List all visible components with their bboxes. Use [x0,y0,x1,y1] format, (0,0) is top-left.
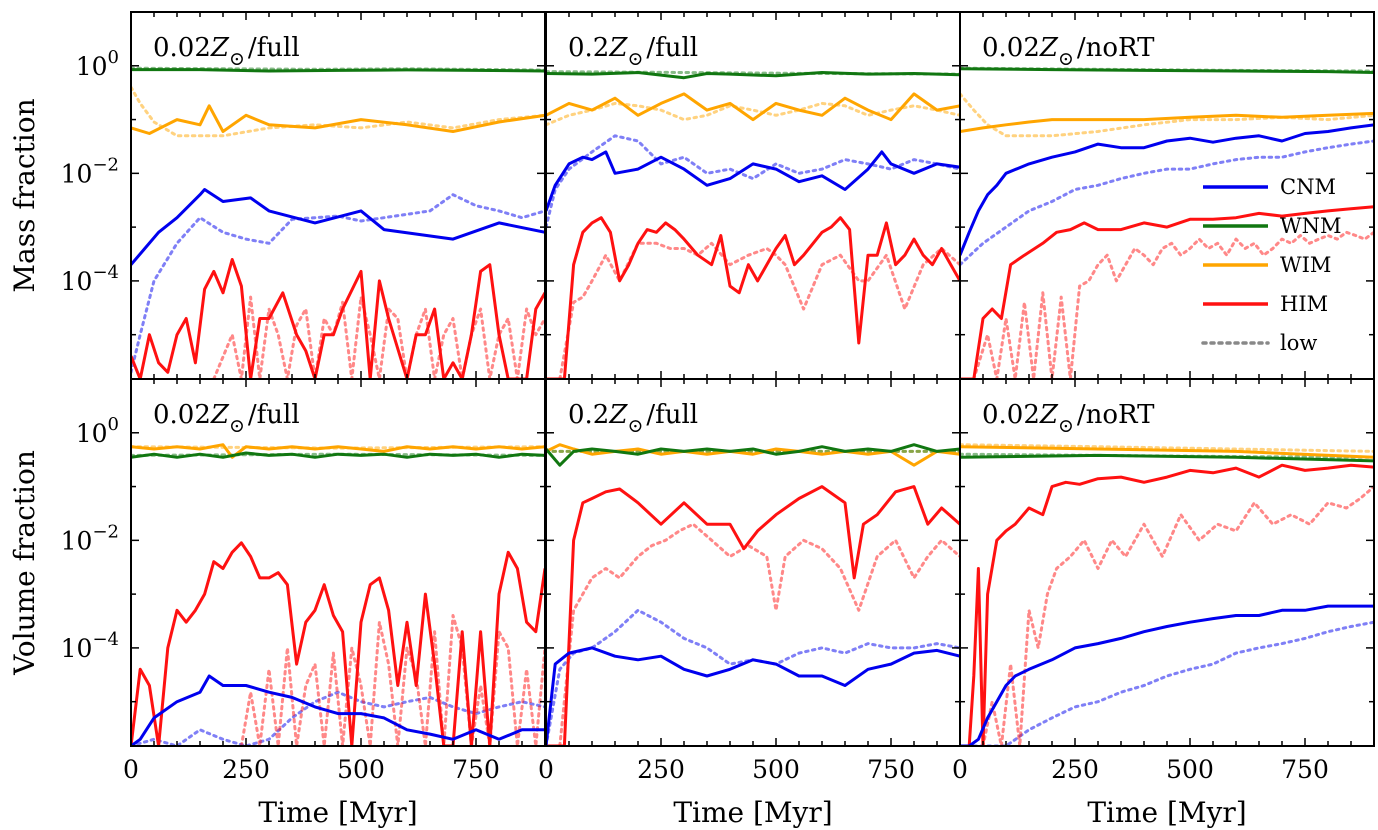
panel-ticks [545,378,961,746]
panel-lines [131,66,545,379]
x-tick-label: 0 [952,755,968,784]
panel-lines [960,66,1374,379]
legend-item-wim: WIM [1203,253,1331,277]
panel-frame [545,378,961,747]
series-cnm-dotted [960,139,1374,267]
y-tick-label: 10−4 [61,262,119,296]
y-tick-label: 100 [76,47,119,81]
y-tick-label: 10−2 [61,154,119,188]
series-him-dotted [546,241,960,379]
series-wim-solid [960,111,1374,133]
x-tick-label: 500 [337,755,385,784]
series-him-solid [131,258,545,379]
x-tick-label: 0 [123,755,139,784]
x-tick-label: 500 [1166,755,1214,784]
panel-ticks [545,11,961,379]
panel-lines [960,443,1374,746]
series-him-solid [960,205,1374,379]
legend-label: low [1280,331,1317,355]
series-cnm-dotted [960,620,1374,746]
panel-lines [546,70,960,379]
series-wim-dotted [131,85,545,138]
series-him-solid [546,485,960,746]
x-axis-title: Time [Myr] [673,796,832,829]
legend-item-cnm: CNM [1203,175,1336,199]
series-wnm-solid [960,453,1374,463]
series-cnm-dotted [131,690,545,746]
legend-label: HIM [1280,292,1328,316]
panel-frame [545,11,961,380]
panel-frame [959,378,1375,747]
panel-label: 0.02Z⊙/full [153,33,300,70]
series-wim-solid [131,104,545,135]
series-cnm-solid [960,604,1374,746]
series-cnm-solid [131,674,545,746]
x-tick-label: 250 [637,755,685,784]
series-cnm-dotted [131,193,545,374]
y-tick-label: 100 [76,414,119,448]
legend-item-low: low [1201,331,1317,355]
panel-1-0: 0.02Z⊙/full 100 10−2 10−4 Volume fraction 0 25… [8,378,546,829]
y-tick-label: 10−2 [61,521,119,555]
x-tick-label: 750 [1281,755,1329,784]
x-tick-label: 250 [1051,755,1099,784]
series-cnm-dotted [546,608,960,746]
plot-area: 0.02Z⊙/full 100 10−2 10−4 Mass fraction 0.2Z⊙… [8,11,1375,829]
panel-1-1: 0.2Z⊙/full 0 250 500 750 Time [Myr] [538,378,961,829]
panel-label: 0.02Z⊙/noRT [982,33,1155,70]
x-tick-label: 0 [538,755,554,784]
series-wim-solid [960,445,1374,459]
series-wim-dotted [546,101,960,127]
panel-lines [131,443,545,746]
series-him-dotted [981,485,1374,746]
series-cnm-dotted [546,134,960,229]
legend: CNM WNM WIM HIM low [1201,175,1341,355]
series-wnm-solid [546,443,960,467]
series-him-dotted [239,614,545,746]
series-him-dotted [546,522,960,746]
series-wnm-dotted [960,452,1374,459]
panel-label: 0.02Z⊙/noRT [982,400,1155,437]
legend-label: WIM [1280,253,1331,277]
panel-label: 0.2Z⊙/full [568,400,698,437]
panel-lines [546,443,960,746]
series-wim-solid [546,92,960,122]
panel-label: 0.2Z⊙/full [568,33,698,70]
series-him-solid [546,216,960,379]
series-cnm-solid [546,150,960,212]
x-axis-title: Time [Myr] [258,796,417,829]
panel-0-1: 0.2Z⊙/full [545,11,961,380]
series-wnm-solid [960,67,1374,74]
series-wnm-solid [131,68,545,73]
series-wnm-solid [131,451,545,459]
series-cnm-solid [131,188,545,266]
y-axis-title: Volume fraction [8,450,41,676]
legend-label: CNM [1280,175,1336,199]
series-wim-solid [131,443,545,459]
legend-label: WNM [1280,214,1341,238]
panel-label: 0.02Z⊙/full [153,400,300,437]
series-wim-dotted [131,445,545,450]
legend-item-wnm: WNM [1203,214,1341,238]
series-cnm-solid [960,123,1374,256]
series-him-dotted [212,295,545,379]
y-tick-label: 10−4 [61,629,119,663]
x-tick-label: 750 [452,755,500,784]
panel-0-2: 0.02Z⊙/noRT [959,11,1375,380]
x-tick-label: 500 [752,755,800,784]
panel-0-0: 0.02Z⊙/full 100 10−2 10−4 Mass fraction [8,11,546,380]
series-cnm-solid [546,646,960,746]
series-him-solid [131,541,545,746]
series-him-dotted [972,230,1374,379]
series-wim-dotted [960,443,1374,453]
series-him-solid [960,463,1374,746]
x-tick-label: 750 [867,755,915,784]
y-axis-title: Mass fraction [8,98,41,292]
panel-1-2: 0.02Z⊙/noRT 0 250 500 750 Time [Myr] [952,378,1375,829]
x-axis-title: Time [Myr] [1087,796,1246,829]
x-tick-label: 250 [222,755,270,784]
series-wnm-solid [546,71,960,80]
legend-item-him: HIM [1203,292,1328,316]
